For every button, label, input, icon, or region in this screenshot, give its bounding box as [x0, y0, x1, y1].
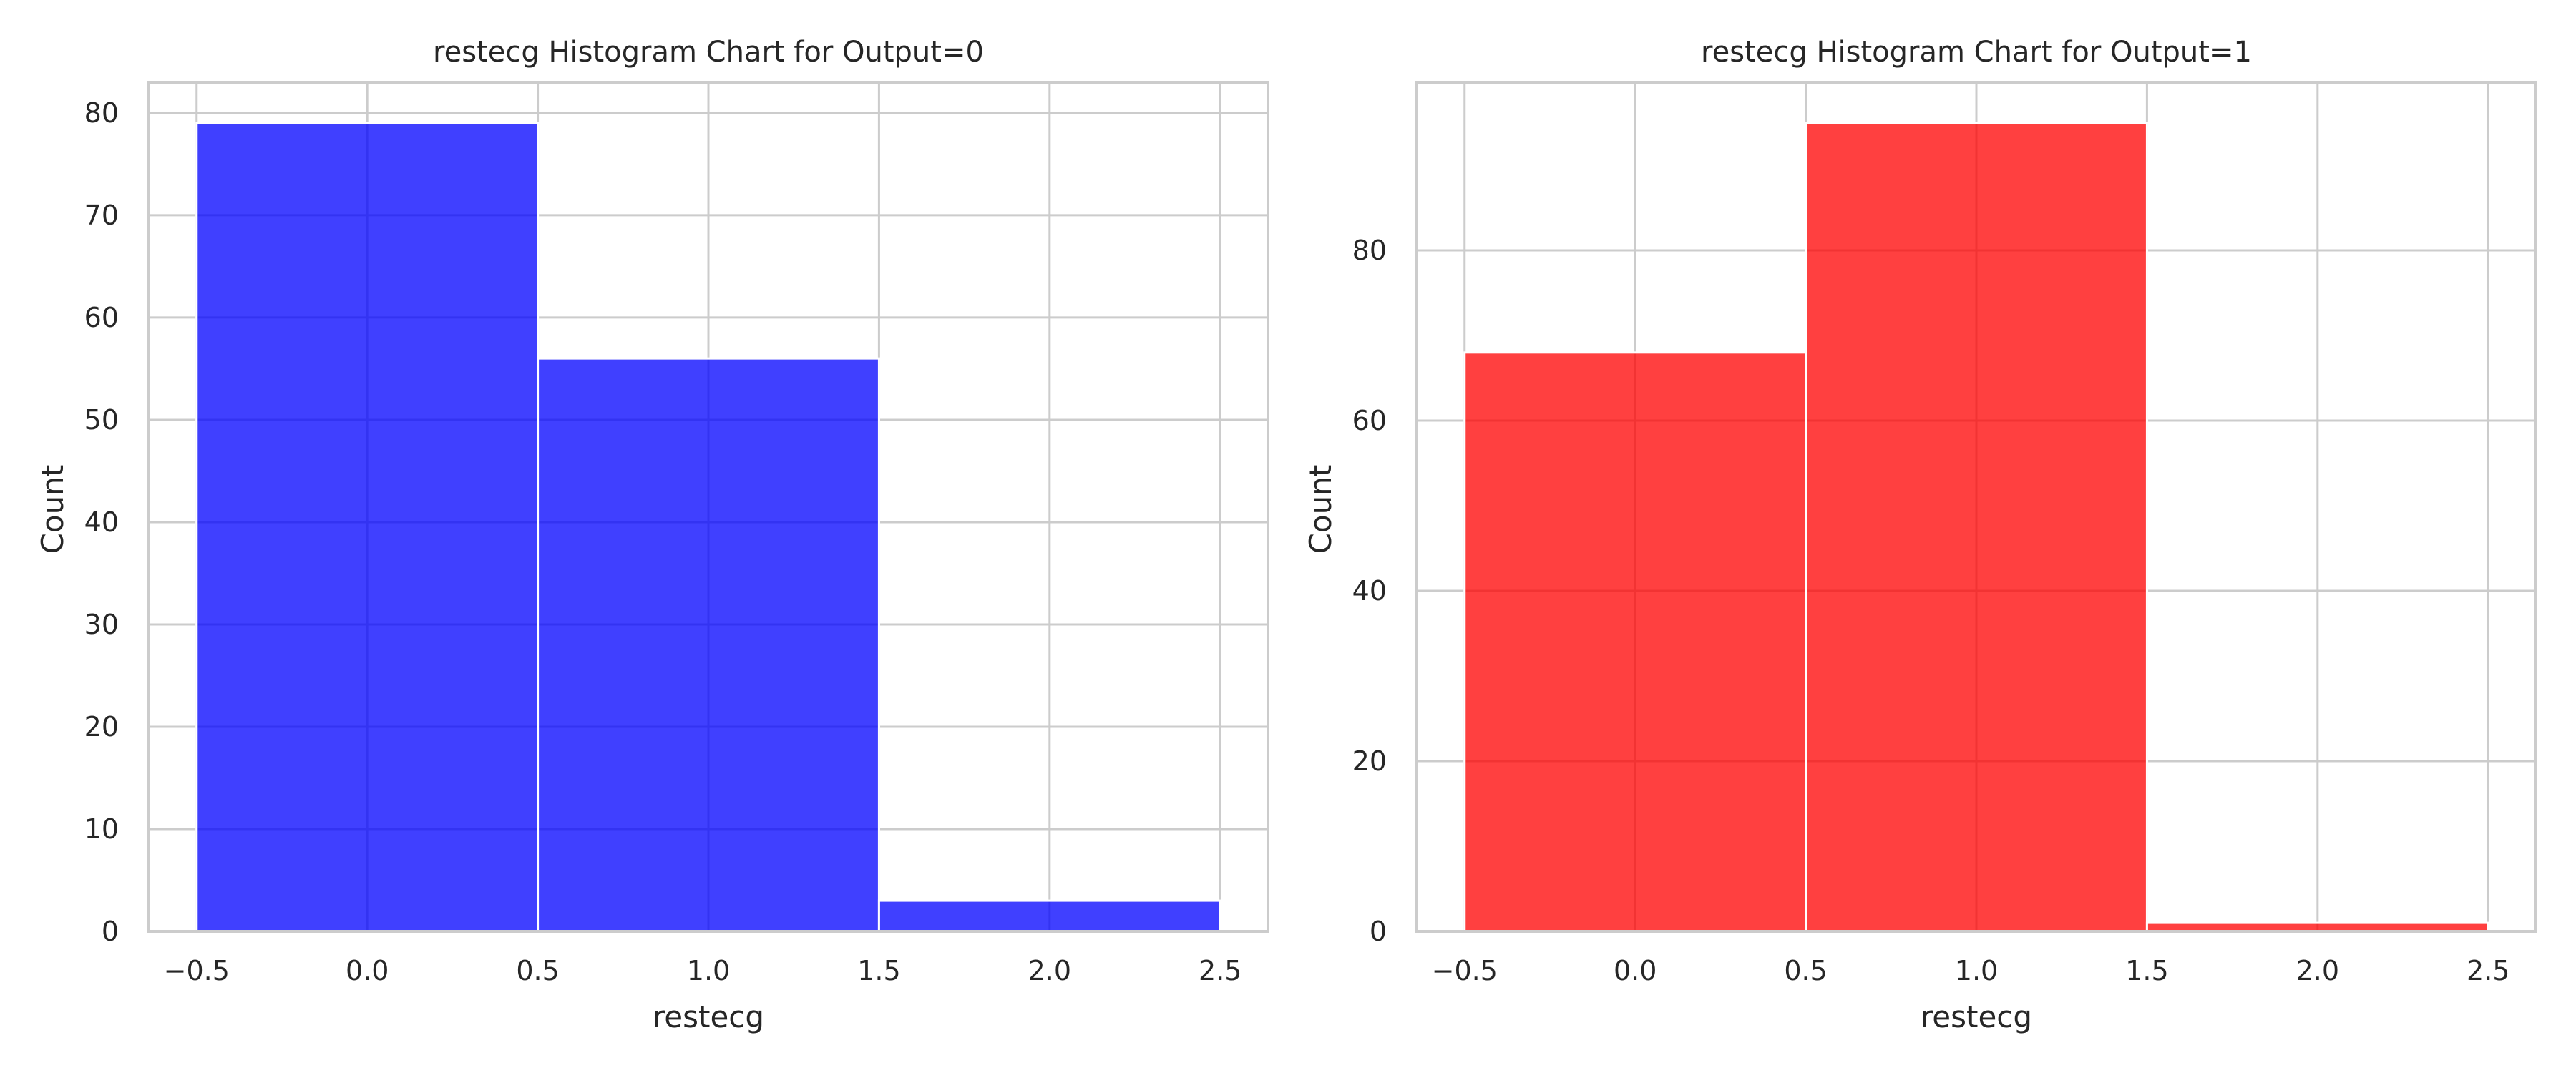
x-tick-label: 0.0: [346, 955, 389, 986]
y-tick-label: 0: [1370, 916, 1387, 947]
x-tick-label: 2.5: [2467, 955, 2509, 986]
chart-title: restecg Histogram Chart for Output=0: [433, 36, 984, 69]
x-tick-label: 2.5: [1199, 955, 1241, 986]
x-ticks: −0.5 0.0 0.5 1.0 1.5 2.0 2.5: [1432, 955, 2510, 986]
x-tick-label: 0.0: [1614, 955, 1657, 986]
y-tick-label: 70: [84, 200, 119, 231]
y-tick-label: 50: [84, 404, 119, 436]
histogram-bar: [1463, 351, 1807, 933]
y-ticks: 0 10 20 30 40 50 60 70 80: [84, 97, 119, 947]
y-tick-label: 60: [84, 302, 119, 333]
y-tick-label: 60: [1352, 405, 1387, 436]
histogram-bar: [877, 899, 1221, 933]
x-tick-label: 1.5: [2125, 955, 2168, 986]
x-tick-label: −0.5: [1432, 955, 1498, 986]
x-axis-label: restecg: [1921, 999, 2032, 1034]
x-tick-label: −0.5: [164, 955, 230, 986]
y-tick-label: 10: [84, 813, 119, 845]
x-tick-label: 1.5: [857, 955, 900, 986]
y-ticks: 0 20 40 60 80: [1352, 235, 1387, 947]
y-tick-label: 20: [84, 711, 119, 743]
plot-frame: [1415, 81, 2537, 933]
x-tick-label: 1.0: [687, 955, 730, 986]
y-axis-label: Count: [1303, 465, 1338, 554]
histogram-bar: [1805, 122, 2148, 933]
histogram-bar: [195, 122, 540, 933]
x-tick-label: 0.5: [516, 955, 559, 986]
chart-title: restecg Histogram Chart for Output=1: [1701, 36, 2252, 69]
x-tick-label: 2.0: [1028, 955, 1071, 986]
chart-panel-output-0: restecg Histogram Chart for Output=0 res…: [35, 36, 1269, 1034]
y-tick-label: 0: [102, 916, 119, 947]
x-tick-label: 2.0: [2296, 955, 2339, 986]
y-tick-label: 80: [1352, 235, 1387, 266]
plot-frame: [147, 81, 1269, 933]
x-axis-label: restecg: [653, 999, 764, 1034]
y-tick-label: 20: [1352, 745, 1387, 777]
y-tick-label: 40: [1352, 575, 1387, 607]
bars: [195, 122, 1221, 933]
bars: [1463, 122, 2489, 933]
x-ticks: −0.5 0.0 0.5 1.0 1.5 2.0 2.5: [164, 955, 1242, 986]
x-tick-label: 1.0: [1955, 955, 1998, 986]
y-tick-label: 80: [84, 97, 119, 129]
y-tick-label: 40: [84, 506, 119, 538]
chart-panel-output-1: restecg Histogram Chart for Output=1 res…: [1303, 36, 2537, 1034]
x-tick-label: 0.5: [1784, 955, 1827, 986]
y-tick-label: 30: [84, 609, 119, 640]
histogram-bar: [537, 357, 880, 933]
y-axis-label: Count: [35, 465, 70, 554]
